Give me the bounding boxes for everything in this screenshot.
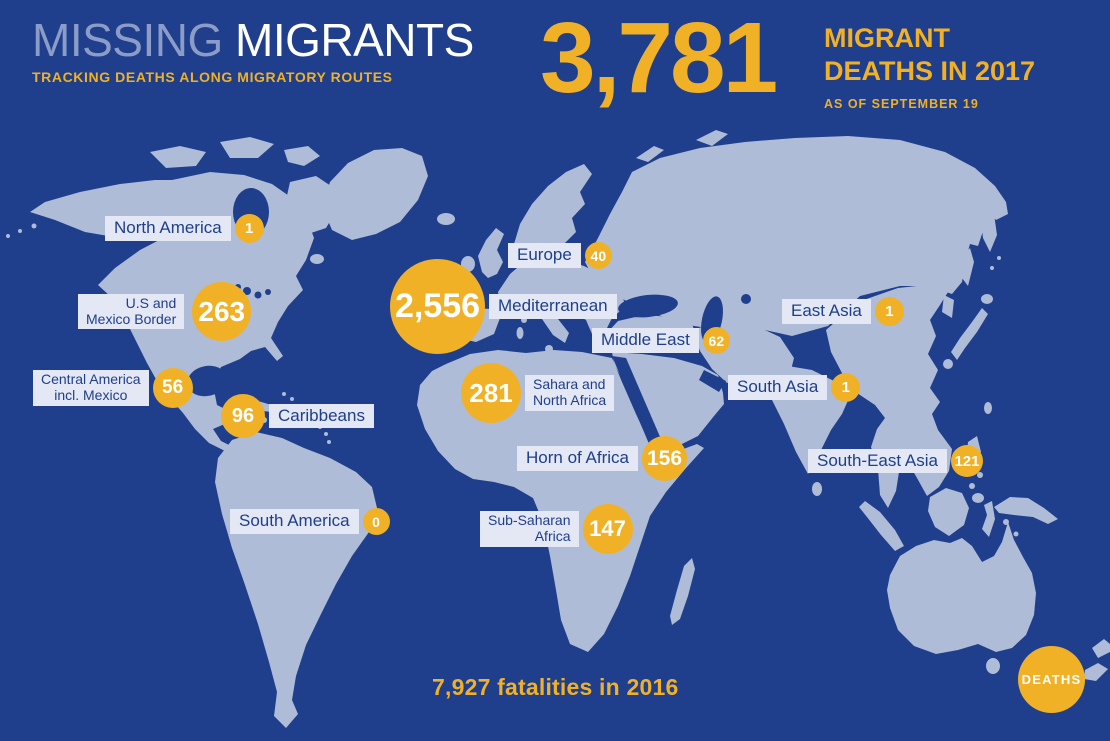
total-deaths-count: 3,781	[540, 2, 778, 114]
total-deaths-caption: MIGRANT DEATHS IN 2017 AS OF SEPTEMBER 1…	[824, 22, 1035, 111]
region-count-text: 62	[708, 332, 725, 349]
logo-tagline: TRACKING DEATHS ALONG MIGRATORY ROUTES	[32, 69, 393, 86]
region-south-east-asia-label: South-East Asia	[808, 448, 947, 474]
region-south-east-asia-count-badge: 121	[950, 445, 983, 477]
region-mediterranean-count-badge: 2,556	[390, 259, 485, 354]
region-sahara-north-africa-label: Sahara and North Africa	[525, 375, 615, 411]
as-of-date: AS OF SEPTEMBER 19	[824, 96, 979, 111]
region-caribbeans: 96 Caribbeans	[221, 394, 374, 438]
region-caribbeans-count-badge: 96	[221, 394, 265, 438]
region-count-text: 2,556	[394, 287, 481, 325]
deaths-badge: DEATHS	[1018, 646, 1085, 713]
region-south-asia-label: South Asia	[728, 375, 828, 400]
region-label-text: North America	[114, 218, 222, 238]
region-central-america-count-badge: 56	[152, 368, 193, 408]
region-south-asia-count-badge: 1	[831, 373, 861, 402]
region-count-text: 121	[954, 452, 980, 470]
region-east-asia-label: East Asia	[782, 299, 871, 324]
region-label-text: Caribbeans	[278, 405, 365, 425]
region-south-asia: South Asia 1	[728, 373, 861, 402]
region-us-mexico-border-count-badge: 263	[192, 282, 252, 341]
region-mediterranean-label: Mediterranean	[489, 294, 617, 319]
region-south-east-asia: South-East Asia 121	[808, 445, 983, 477]
region-sahara-north-africa-count-badge: 281	[461, 363, 521, 423]
region-north-america: North America 1	[105, 214, 264, 243]
region-count-text: 40	[590, 247, 607, 264]
region-us-mexico-border: U.S and Mexico Border 263	[78, 282, 252, 341]
region-mediterranean: 2,556 Mediterranean	[390, 259, 617, 354]
total-deaths-label: MIGRANT DEATHS IN 2017	[824, 23, 1036, 86]
region-label-text: South America	[239, 511, 350, 531]
region-middle-east-count-badge: 62	[702, 327, 730, 354]
region-horn-of-africa-count-badge: 156	[642, 436, 687, 481]
region-sub-saharan-africa-count-badge: 147	[582, 504, 633, 554]
region-count-text: 147	[589, 516, 626, 541]
region-horn-of-africa-label: Horn of Africa	[517, 446, 638, 471]
region-label-text: East Asia	[791, 301, 862, 321]
region-label-text: Central America incl. Mexico	[41, 371, 141, 403]
region-north-america-label: North America	[105, 216, 231, 241]
region-caribbeans-label: Caribbeans	[269, 403, 374, 429]
region-us-mexico-border-label: U.S and Mexico Border	[78, 293, 185, 330]
region-label-text: Horn of Africa	[526, 448, 629, 468]
region-central-america-label: Central America incl. Mexico	[33, 370, 149, 406]
region-count-text: 1	[885, 303, 894, 320]
region-count-text: 263	[198, 295, 246, 327]
region-count-text: 281	[469, 377, 513, 408]
region-south-america-label: South America	[230, 509, 359, 534]
region-label-text: South Asia	[737, 377, 819, 397]
region-east-asia: East Asia 1	[782, 297, 904, 326]
fatalities-2016-note: 7,927 fatalities in 2016	[432, 674, 679, 700]
region-east-asia-count-badge: 1	[874, 297, 904, 326]
region-label-text: Sub-Saharan Africa	[488, 512, 571, 544]
region-middle-east-label: Middle East	[592, 328, 699, 353]
deaths-badge-text: DEATHS	[1021, 672, 1082, 687]
region-europe-label: Europe	[508, 243, 581, 268]
region-label-text: U.S and Mexico Border	[86, 294, 177, 327]
logo-title: MISSING MIGRANTS	[32, 16, 474, 64]
region-north-america-count-badge: 1	[234, 214, 264, 243]
region-south-america: South America 0	[230, 508, 390, 535]
region-count-text: 0	[372, 513, 380, 530]
region-count-text: 56	[162, 377, 184, 398]
logo-missing-text: MISSING	[32, 14, 223, 66]
logo: MISSING MIGRANTS TRACKING DEATHS ALONG M…	[32, 16, 474, 85]
region-label-text: Sahara and North Africa	[533, 376, 607, 408]
region-south-america-count-badge: 0	[362, 508, 390, 535]
region-label-text: Mediterranean	[498, 296, 608, 316]
region-count-text: 1	[841, 379, 850, 396]
region-middle-east: Middle East 62	[592, 327, 730, 354]
region-europe-count-badge: 40	[584, 242, 612, 269]
region-count-text: 156	[646, 446, 683, 470]
region-label-text: Middle East	[601, 330, 690, 350]
region-sahara-north-africa: 281 Sahara and North Africa	[461, 363, 615, 423]
region-count-text: 96	[231, 404, 255, 427]
region-label-text: Europe	[517, 245, 572, 265]
logo-migrants-text: MIGRANTS	[235, 14, 474, 66]
region-sub-saharan-africa: Sub-Saharan Africa 147	[480, 504, 633, 554]
region-horn-of-africa: Horn of Africa 156	[517, 436, 687, 481]
region-central-america: Central America incl. Mexico 56	[33, 368, 193, 408]
region-label-text: South-East Asia	[817, 450, 938, 470]
region-sub-saharan-africa-label: Sub-Saharan Africa	[480, 511, 579, 547]
region-europe: Europe 40	[508, 242, 612, 269]
region-count-text: 1	[245, 220, 254, 237]
